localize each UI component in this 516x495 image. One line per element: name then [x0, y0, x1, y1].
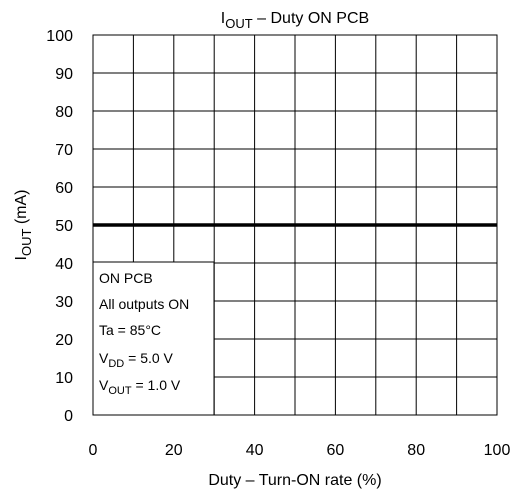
- x-tick-labels: 0 20 40 60 80 100: [89, 442, 511, 459]
- annotation-line-2: Ta = 85°C: [99, 322, 161, 338]
- text-subscript: OUT: [19, 229, 34, 257]
- x-tick-label-80: 80: [407, 442, 425, 459]
- y-tick-label-70: 70: [55, 142, 73, 159]
- text-main: ON PCB: [99, 270, 153, 286]
- annotation-line-1: All outputs ON: [99, 296, 189, 312]
- annotation-box-bg: [92, 261, 215, 416]
- y-tick-label-10: 10: [55, 370, 73, 387]
- text-subscript: OUT: [225, 16, 253, 31]
- x-tick-label-60: 60: [327, 442, 345, 459]
- y-tick-label-60: 60: [55, 180, 73, 197]
- text-main: I: [221, 10, 225, 27]
- x-tick-label-20: 20: [165, 442, 183, 459]
- text-main: V: [99, 350, 109, 366]
- annotation-line-3: VDD = 5.0 V: [99, 350, 174, 370]
- annotation-line-0: ON PCB: [99, 270, 153, 286]
- x-axis-label: Duty – Turn-ON rate (%): [208, 472, 381, 489]
- y-tick-label-0: 0: [64, 408, 73, 425]
- x-tick-label-40: 40: [246, 442, 264, 459]
- y-tick-label-40: 40: [55, 256, 73, 273]
- y-tick-label-20: 20: [55, 332, 73, 349]
- annotation-line-4: VOUT = 1.0 V: [99, 377, 181, 397]
- y-tick-label-80: 80: [55, 104, 73, 121]
- y-tick-labels: 0 10 20 30 40 50 60 70 80 90 100: [46, 28, 73, 425]
- y-tick-label-90: 90: [55, 66, 73, 83]
- x-tick-label-100: 100: [484, 442, 511, 459]
- text-rest: – Duty ON PCB: [253, 10, 369, 27]
- text-main: V: [99, 377, 109, 393]
- text-main: Ta = 85°C: [99, 322, 161, 338]
- y-tick-label-50: 50: [55, 218, 73, 235]
- x-tick-label-0: 0: [89, 442, 98, 459]
- text-subscript: DD: [108, 358, 124, 370]
- chart-title: IOUT – Duty ON PCB: [221, 10, 369, 31]
- text-rest: = 1.0 V: [132, 377, 181, 393]
- y-tick-label-100: 100: [46, 28, 73, 45]
- plot-border: [92, 34, 498, 416]
- y-tick-label-30: 30: [55, 294, 73, 311]
- text-rest: (mA): [13, 189, 30, 228]
- text-rest: = 5.0 V: [124, 350, 173, 366]
- text-subscript: OUT: [108, 385, 132, 397]
- text-main: I: [13, 256, 30, 260]
- y-axis-label: IOUT (mA): [13, 189, 34, 260]
- text-main: All outputs ON: [99, 296, 189, 312]
